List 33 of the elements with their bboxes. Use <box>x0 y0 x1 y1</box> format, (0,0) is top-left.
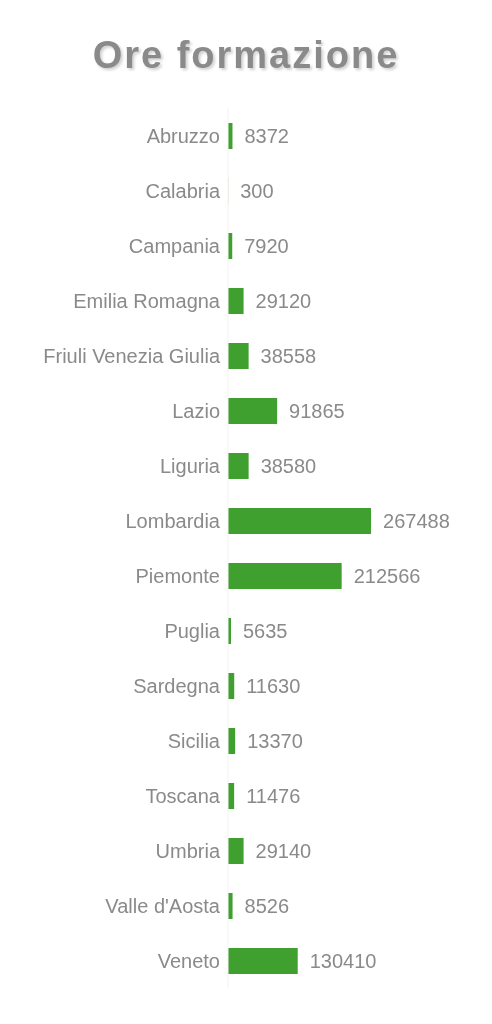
y-tick-label: Sicilia <box>167 729 221 752</box>
data-label: 29140 <box>255 840 312 863</box>
y-tick-label: Emilia Romagna <box>73 289 221 312</box>
y-tick-label: Valle d'Aosta <box>105 894 221 917</box>
y-tick-label: Puglia <box>164 619 221 642</box>
data-label: 13370 <box>247 730 303 753</box>
y-tick-label: Sardegna <box>133 674 221 697</box>
data-label: 38558 <box>260 345 317 368</box>
y-tick-label: Veneto <box>157 949 220 972</box>
data-label: 130410 <box>309 950 377 973</box>
data-label: 11630 <box>246 675 301 698</box>
y-tick-label: Friuli Venezia Giulia <box>43 344 221 367</box>
data-label: 5635 <box>243 620 288 643</box>
y-tick-label: Calabria <box>145 179 221 202</box>
y-tick-label: Liguria <box>159 454 221 477</box>
chart-title: Ore formazione <box>91 33 401 78</box>
data-label: 300 <box>240 180 274 203</box>
y-tick-label: Abruzzo <box>146 124 220 147</box>
data-label: 7920 <box>244 235 289 258</box>
data-label: 91865 <box>289 400 345 423</box>
data-label: 8526 <box>244 895 290 918</box>
y-tick-label: Lazio <box>172 399 220 422</box>
data-label: 212566 <box>353 565 421 588</box>
data-label: 8372 <box>244 125 289 148</box>
y-tick-label: Piemonte <box>135 564 220 587</box>
y-tick-label: Toscana <box>145 784 221 807</box>
data-label: 267488 <box>383 510 450 533</box>
data-label: 38580 <box>260 455 317 478</box>
y-tick-label: Lombardia <box>125 509 221 532</box>
y-tick-label: Umbria <box>155 839 221 862</box>
data-label: 11476 <box>246 785 301 808</box>
data-label: 29120 <box>255 290 312 313</box>
y-tick-label: Campania <box>128 234 221 257</box>
